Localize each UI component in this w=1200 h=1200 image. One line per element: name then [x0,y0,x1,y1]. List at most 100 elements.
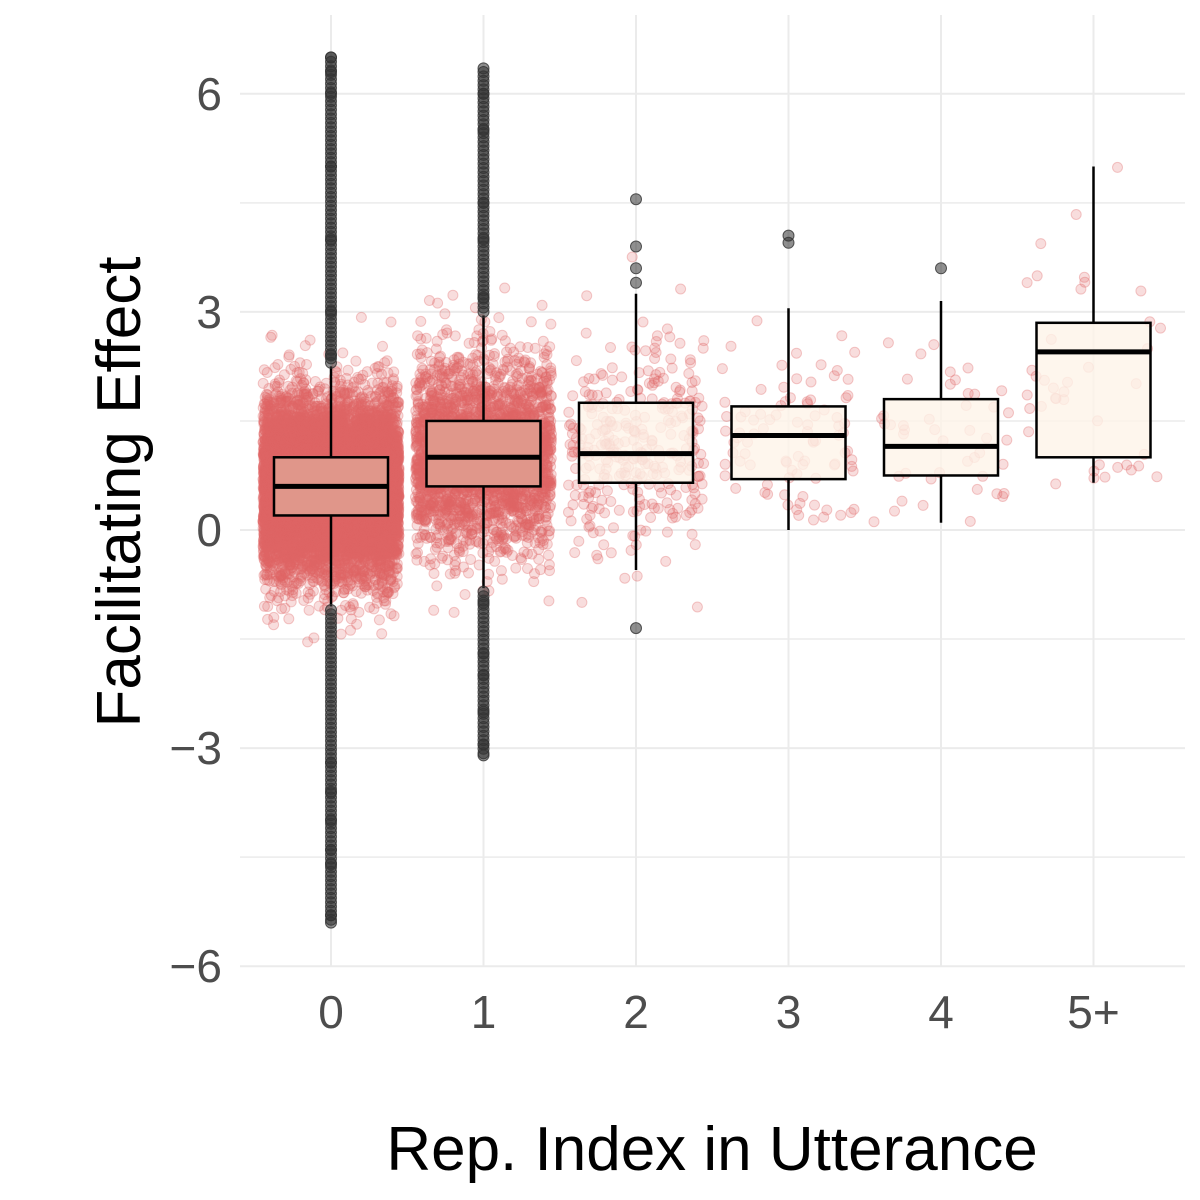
jitter-point [260,559,272,571]
jitter-point [281,439,293,451]
jitter-point [338,568,350,580]
jitter-point [346,555,358,567]
jitter-point [263,421,275,433]
jitter-point [365,540,377,552]
jitter-point [389,440,401,452]
jitter-point [259,550,271,562]
jitter-point [380,420,392,432]
jitter-point [377,340,388,352]
jitter-point [294,534,306,546]
jitter-point [382,537,394,549]
jitter-point [307,516,319,528]
jitter-point [359,409,371,421]
jitter-point [344,527,356,539]
jitter-point [388,541,400,553]
jitter-point [257,493,269,505]
jitter-point [259,471,271,483]
jitter-point [373,410,385,422]
jitter-point [348,543,360,555]
jitter-point [388,366,400,378]
jitter-point [364,601,376,613]
jitter-point [289,552,301,563]
jitter-point [335,566,347,578]
jitter-point [273,428,285,440]
jitter-point [388,610,400,622]
jitter-point [375,444,387,456]
jitter-point [370,530,382,542]
jitter-point [302,636,314,648]
jitter-point [345,540,357,552]
jitter-point [342,524,354,536]
jitter-point [357,551,369,563]
jitter-point [390,512,402,524]
jitter-point [287,441,299,453]
jitter-point [389,477,401,489]
jitter-point [265,532,277,544]
jitter-point [275,551,287,563]
jitter-point [385,316,397,328]
jitter-point [385,409,397,421]
jitter-point [379,417,390,429]
jitter-point [309,541,320,553]
jitter-point [361,406,373,418]
jitter-point [307,420,319,432]
jitter-point [387,436,399,448]
jitter-point [384,440,396,452]
jitter-point [351,531,363,543]
jitter-point [267,444,279,456]
jitter-point [273,427,285,439]
jitter-point [259,462,271,474]
jitter-point [340,422,352,434]
jitter-point [314,441,326,453]
jitter-point [309,422,321,434]
jitter-point [309,530,321,542]
jitter-point [273,571,285,583]
jitter-point [357,536,369,548]
jitter-point [293,415,305,427]
jitter-point [338,439,350,451]
jitter-point [274,552,286,564]
jitter-point [306,547,318,559]
jitter-point [268,517,280,529]
jitter-point [333,547,345,558]
jitter-point [343,427,355,439]
jitter-point [355,311,367,323]
jitter-point [338,587,350,599]
jitter-point [376,628,388,640]
jitter-point [298,546,310,558]
jitter-point [304,420,316,432]
jitter-point [392,425,404,437]
jitter-point [259,447,271,458]
jitter-point [293,527,305,539]
jitter-point [313,528,325,540]
jitter-point [312,422,324,433]
jitter-point [391,481,403,493]
jitter-point [370,550,382,562]
jitter-point [269,431,281,443]
jitter-point [284,528,296,540]
jitter-point [336,420,348,432]
jitter-point [316,528,328,539]
jitter-point [342,442,354,454]
jitter-point [380,437,392,449]
jitter-point [299,430,311,442]
jitter-point [354,518,366,530]
jitter-point [359,545,371,557]
jitter-point [392,486,404,498]
jitter-point [303,604,315,616]
jitter-point [332,538,344,550]
jitter-point [359,419,371,431]
jitter-point [375,536,387,548]
jitter-point [357,407,369,419]
jitter-point [349,425,361,436]
jitter-point [386,435,398,447]
jitter-point [392,476,404,488]
jitter-point [331,418,343,430]
jitter-point [318,410,330,422]
jitter-point [338,529,350,541]
jitter-point [257,377,269,389]
jitter-point [391,563,403,574]
jitter-point [391,571,403,582]
jitter-point [299,526,311,538]
